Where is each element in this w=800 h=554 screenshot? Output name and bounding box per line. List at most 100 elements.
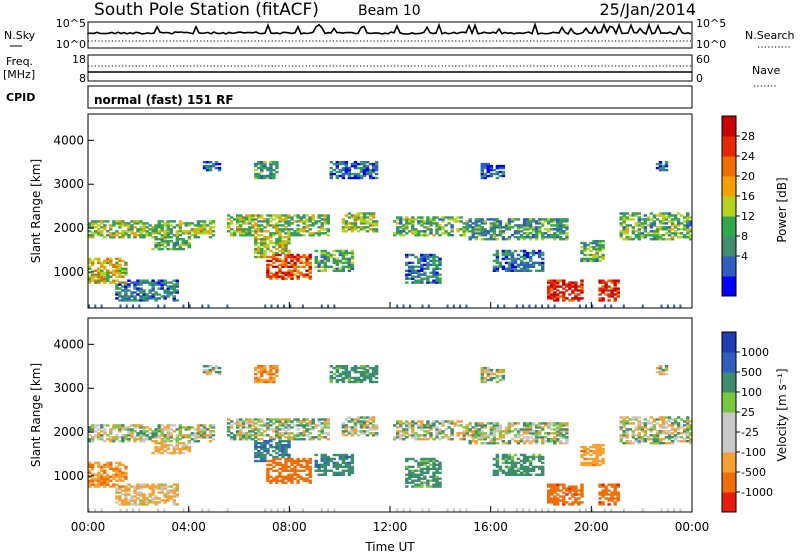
power-cell (495, 234, 500, 237)
velocity-cell (679, 432, 684, 435)
power-cell (365, 166, 370, 170)
velocity-cell (604, 489, 608, 492)
velocity-cell (682, 420, 687, 423)
power-cell (199, 232, 204, 235)
velocity-cell (214, 370, 219, 374)
velocity-cell (474, 422, 478, 425)
velocity-cell (136, 503, 140, 506)
velocity-cell (438, 465, 442, 469)
velocity-cell (513, 440, 518, 443)
power-cell (456, 228, 460, 231)
velocity-cell (305, 418, 309, 421)
velocity-cell (456, 424, 460, 427)
velocity-cell (254, 459, 258, 463)
velocity-cell (664, 436, 669, 439)
power-cell (550, 236, 554, 239)
power-cell (591, 304, 594, 308)
power-cell (583, 259, 587, 263)
velocity-cell (601, 493, 605, 496)
velocity-cell (516, 469, 521, 472)
velocity-cell (151, 489, 155, 492)
power-cell (501, 267, 506, 270)
power-cell (287, 234, 291, 237)
power-cell (513, 259, 518, 263)
power-cell (335, 166, 339, 170)
velocity-cell (541, 428, 545, 431)
power-cell (522, 222, 527, 225)
power-cell (124, 271, 128, 274)
velocity-cell (266, 449, 270, 453)
power-cell (423, 230, 427, 233)
velocity-cell (628, 440, 632, 443)
power-cell (531, 218, 536, 221)
power-cell (172, 234, 176, 237)
velocity-cell (477, 422, 481, 425)
power-cell (426, 255, 430, 259)
power-cell (275, 162, 279, 166)
power-cell (163, 224, 167, 227)
power-cell (335, 261, 339, 265)
velocity-cell (616, 499, 620, 502)
power-cell (550, 297, 554, 300)
power-cell (281, 247, 285, 251)
velocity-cell (199, 434, 204, 437)
velocity-cell (501, 368, 506, 372)
velocity-cell (169, 428, 173, 431)
power-cell (160, 241, 164, 245)
velocity-cell (175, 442, 179, 445)
power-cell (432, 259, 436, 263)
power-cell (350, 261, 355, 265)
velocity-cell (673, 428, 678, 431)
power-cell (301, 304, 304, 308)
power-cell (610, 291, 614, 294)
velocity-cell (106, 434, 110, 437)
power-cell (284, 214, 288, 217)
power-cell (598, 255, 602, 259)
power-cell (160, 220, 164, 223)
power-cell (667, 234, 672, 237)
power-cell (272, 174, 276, 178)
power-cell (580, 279, 584, 282)
velocity-cell (314, 465, 318, 469)
velocity-cell (432, 461, 436, 465)
power-cell (538, 253, 542, 257)
power-cell (504, 222, 509, 225)
power-cell (432, 275, 436, 278)
velocity-cell (474, 432, 478, 435)
power-cell (544, 232, 548, 235)
power-cell (172, 243, 176, 247)
power-cell (338, 162, 343, 166)
velocity-cell (556, 493, 560, 496)
power-cell (405, 281, 409, 284)
power-cell (266, 255, 270, 259)
velocity-cell (427, 508, 430, 512)
velocity-cell (486, 422, 490, 425)
velocity-cell (347, 420, 352, 423)
power-cell (278, 243, 282, 247)
power-cell (441, 232, 445, 235)
velocity-cell (293, 473, 297, 476)
velocity-cell (260, 457, 264, 461)
velocity-cell (133, 436, 137, 439)
power-cell (302, 216, 306, 219)
velocity-cell (619, 436, 623, 439)
power-cell (365, 172, 370, 176)
power-cell (408, 253, 412, 257)
power-cell (124, 224, 128, 227)
velocity-cell (344, 434, 349, 437)
velocity-cell (157, 430, 161, 433)
power-cell (175, 279, 179, 282)
velocity-cell (266, 434, 270, 437)
velocity-cell (124, 473, 128, 476)
velocity-cell (580, 491, 584, 494)
power-cell (347, 265, 352, 268)
velocity-cell (591, 508, 594, 512)
velocity-cell (287, 418, 291, 421)
power-cell (320, 232, 324, 235)
velocity-cell (112, 424, 116, 427)
power-cell (516, 226, 521, 229)
velocity-cell (562, 499, 566, 502)
velocity-cell (577, 493, 581, 496)
power-cell (329, 255, 333, 259)
power-cell (251, 226, 255, 229)
